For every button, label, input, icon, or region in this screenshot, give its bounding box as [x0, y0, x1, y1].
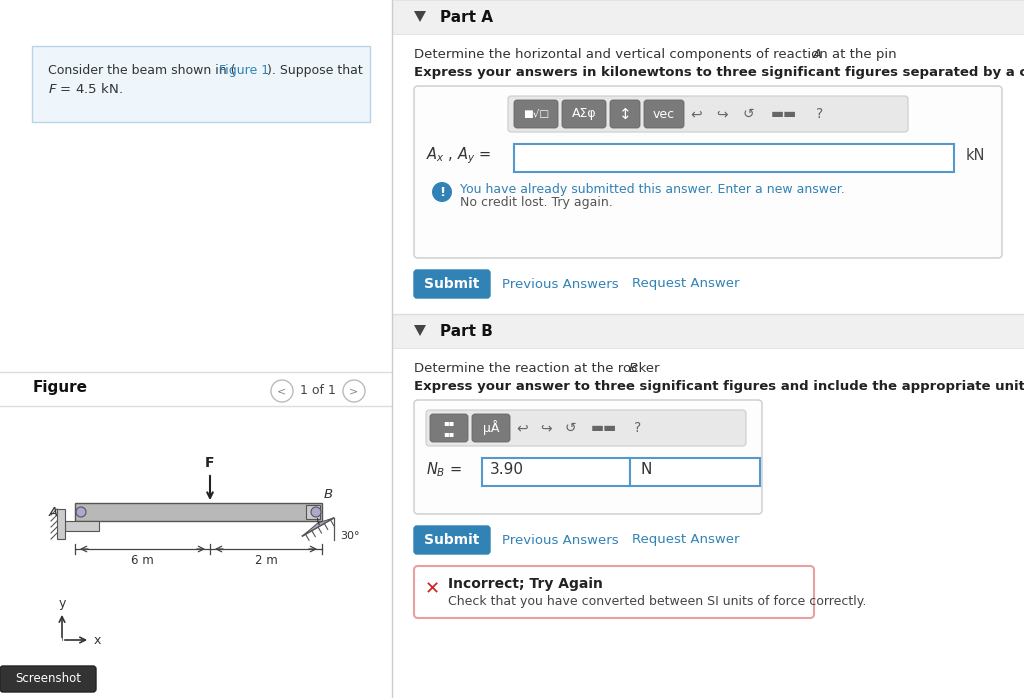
Text: N: N	[640, 463, 651, 477]
Text: B: B	[324, 488, 333, 501]
Text: !: !	[439, 186, 445, 198]
Text: 30°: 30°	[340, 531, 359, 541]
Text: ?: ?	[816, 107, 823, 121]
Text: vec: vec	[653, 107, 675, 121]
Text: ■√□: ■√□	[523, 109, 549, 119]
Text: ▬▬: ▬▬	[771, 107, 797, 121]
Bar	[32, 46, 370, 122]
Text: Determine the horizontal and vertical components of reaction at the pin: Determine the horizontal and vertical co…	[414, 48, 901, 61]
Text: Part A: Part A	[440, 10, 493, 24]
Text: Submit: Submit	[424, 533, 479, 547]
Text: Check that you have converted between SI units of force correctly.: Check that you have converted between SI…	[449, 595, 866, 608]
Text: kN: kN	[966, 149, 985, 163]
Bar	[75, 503, 322, 521]
Text: Express your answers in kilonewtons to three significant figures separated by a : Express your answers in kilonewtons to t…	[414, 66, 1024, 79]
Text: ΑΣφ: ΑΣφ	[571, 107, 596, 121]
Text: A: A	[48, 506, 57, 519]
FancyBboxPatch shape	[514, 100, 558, 128]
Text: 6 m: 6 m	[131, 554, 154, 567]
Bar	[482, 458, 630, 486]
FancyBboxPatch shape	[414, 270, 490, 298]
Text: y: y	[58, 597, 66, 610]
Circle shape	[271, 380, 293, 402]
Polygon shape	[302, 518, 334, 536]
Text: No credit lost. Try again.: No credit lost. Try again.	[460, 196, 612, 209]
FancyBboxPatch shape	[414, 86, 1002, 258]
Text: Request Answer: Request Answer	[632, 533, 739, 547]
FancyBboxPatch shape	[430, 414, 468, 442]
Text: $\mathit{B}$: $\mathit{B}$	[628, 362, 638, 375]
Text: ▪▪
▪▪: ▪▪ ▪▪	[443, 418, 455, 438]
Text: ✕: ✕	[424, 580, 439, 598]
FancyBboxPatch shape	[414, 566, 814, 618]
Circle shape	[76, 507, 86, 517]
FancyBboxPatch shape	[426, 410, 746, 446]
Circle shape	[432, 182, 452, 202]
Bar	[392, 0, 1024, 698]
Circle shape	[343, 380, 365, 402]
FancyBboxPatch shape	[610, 100, 640, 128]
Text: ↺: ↺	[564, 421, 575, 435]
FancyBboxPatch shape	[644, 100, 684, 128]
Text: ↪: ↪	[541, 421, 552, 435]
Text: Part B: Part B	[440, 323, 493, 339]
Text: <: <	[278, 386, 287, 396]
Bar	[392, 0, 1024, 34]
Text: >: >	[349, 386, 358, 396]
Text: ). Suppose that: ). Suppose that	[267, 64, 362, 77]
Text: Determine the reaction at the rocker: Determine the reaction at the rocker	[414, 362, 664, 375]
Text: ↺: ↺	[742, 107, 754, 121]
Text: Figure: Figure	[33, 380, 88, 395]
FancyBboxPatch shape	[562, 100, 606, 128]
Text: ↩: ↩	[690, 107, 701, 121]
Text: 2 m: 2 m	[255, 554, 278, 567]
Bar	[0, 0, 392, 698]
Bar	[65, 521, 99, 531]
Text: $A_x$ , $A_y$ =: $A_x$ , $A_y$ =	[426, 146, 492, 166]
Text: ↪: ↪	[716, 107, 728, 121]
Text: $\mathit{A}$: $\mathit{A}$	[812, 48, 823, 61]
FancyBboxPatch shape	[508, 96, 908, 132]
Text: Request Answer: Request Answer	[632, 278, 739, 290]
Text: Submit: Submit	[424, 277, 479, 291]
Text: Express your answer to three significant figures and include the appropriate uni: Express your answer to three significant…	[414, 380, 1024, 393]
Text: x: x	[94, 634, 101, 646]
Text: You have already submitted this answer. Enter a new answer.: You have already submitted this answer. …	[460, 183, 845, 196]
FancyBboxPatch shape	[472, 414, 510, 442]
FancyBboxPatch shape	[414, 526, 490, 554]
FancyBboxPatch shape	[0, 666, 96, 692]
Circle shape	[311, 507, 321, 517]
Bar	[630, 458, 760, 486]
Text: ?: ?	[635, 421, 642, 435]
Polygon shape	[414, 11, 426, 22]
Bar	[392, 314, 1024, 348]
Text: ▬▬: ▬▬	[591, 421, 617, 435]
Text: Previous Answers: Previous Answers	[502, 533, 618, 547]
Text: 1 of 1: 1 of 1	[300, 385, 336, 397]
Text: Figure 1: Figure 1	[219, 64, 269, 77]
Text: ↕: ↕	[618, 107, 632, 121]
Text: Incorrect; Try Again: Incorrect; Try Again	[449, 577, 603, 591]
Text: F: F	[205, 456, 215, 470]
FancyBboxPatch shape	[414, 400, 762, 514]
Text: Consider the beam shown in (: Consider the beam shown in (	[48, 64, 236, 77]
Text: Screenshot: Screenshot	[15, 672, 81, 685]
Text: $N_B$ =: $N_B$ =	[426, 461, 462, 480]
Text: ↩: ↩	[516, 421, 527, 435]
Bar	[306, 505, 319, 519]
Text: μÅ: μÅ	[482, 420, 500, 436]
Text: $\mathit{F}$ = 4.5 kN.: $\mathit{F}$ = 4.5 kN.	[48, 82, 123, 96]
Text: 3.90: 3.90	[490, 463, 524, 477]
Text: Previous Answers: Previous Answers	[502, 278, 618, 290]
Polygon shape	[414, 325, 426, 336]
Bar	[57, 509, 65, 539]
Bar	[514, 144, 954, 172]
